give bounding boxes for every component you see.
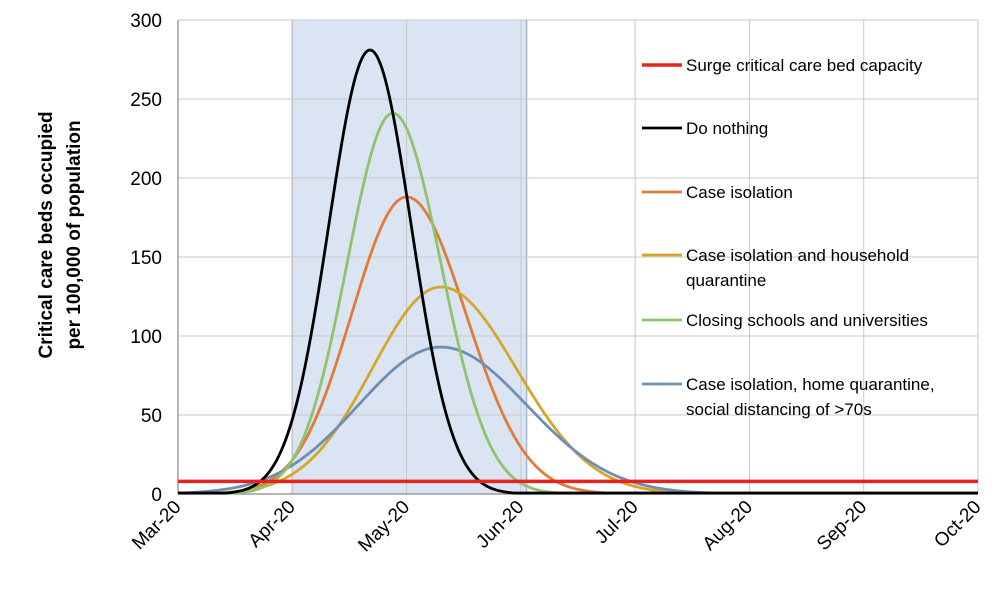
legend-entry: Case isolation, home quarantine, social d… [642,375,935,419]
y-tick-label: 300 [130,11,162,32]
legend-entry: Closing schools and universities [642,311,928,330]
x-tick-label: Jun-20 [472,497,528,553]
x-tick-label: Apr-20 [245,497,300,552]
legend-label: Case isolation, home quarantine, [686,375,935,394]
y-tick-label: 200 [130,169,162,190]
legend-label: Surge critical care bed capacity [686,56,923,75]
series-layer [177,48,979,495]
y-tick-label: 100 [130,327,162,348]
x-tick-label: Jul-20 [591,497,642,548]
legend-label: Do nothing [686,119,768,138]
legend-entry: Surge critical care bed capacity [642,56,923,75]
x-tick-label: May-20 [354,497,414,557]
legend-entry: Case isolation and household quarantine [642,246,909,290]
y-axis-title-line: per 100,000 of population [64,120,85,349]
y-tick-label: 0 [151,485,162,506]
y-tick-label: 250 [130,90,162,111]
legend-label: quarantine [686,271,766,290]
y-axis-title: Critical care beds occupied per 100,000 o… [36,111,85,358]
legend-label: Closing schools and universities [686,311,928,330]
legend-label: social distancing of >70s [686,400,872,419]
x-tick-label: Sep-20 [813,497,871,555]
x-tick-label: Oct-20 [930,497,985,552]
y-axis: 0 50 100 150 200 250 300 [130,11,162,506]
legend-label: Case isolation and household [686,246,909,265]
legend-entry: Do nothing [642,119,768,138]
x-axis: Mar-20 Apr-20 May-20 Jun-20 Jul-20 Aug-20 Sep-… [128,497,985,557]
y-axis-title-line: Critical care beds occupied [36,111,57,358]
legend: Surge critical care bed capacity Do nothi… [642,56,935,419]
y-tick-label: 50 [141,406,162,427]
series-line-1 [177,48,979,495]
legend-label: Case isolation [686,183,793,202]
legend-entry: Case isolation [642,183,793,202]
x-tick-label: Aug-20 [699,497,757,555]
y-tick-label: 150 [130,248,162,269]
